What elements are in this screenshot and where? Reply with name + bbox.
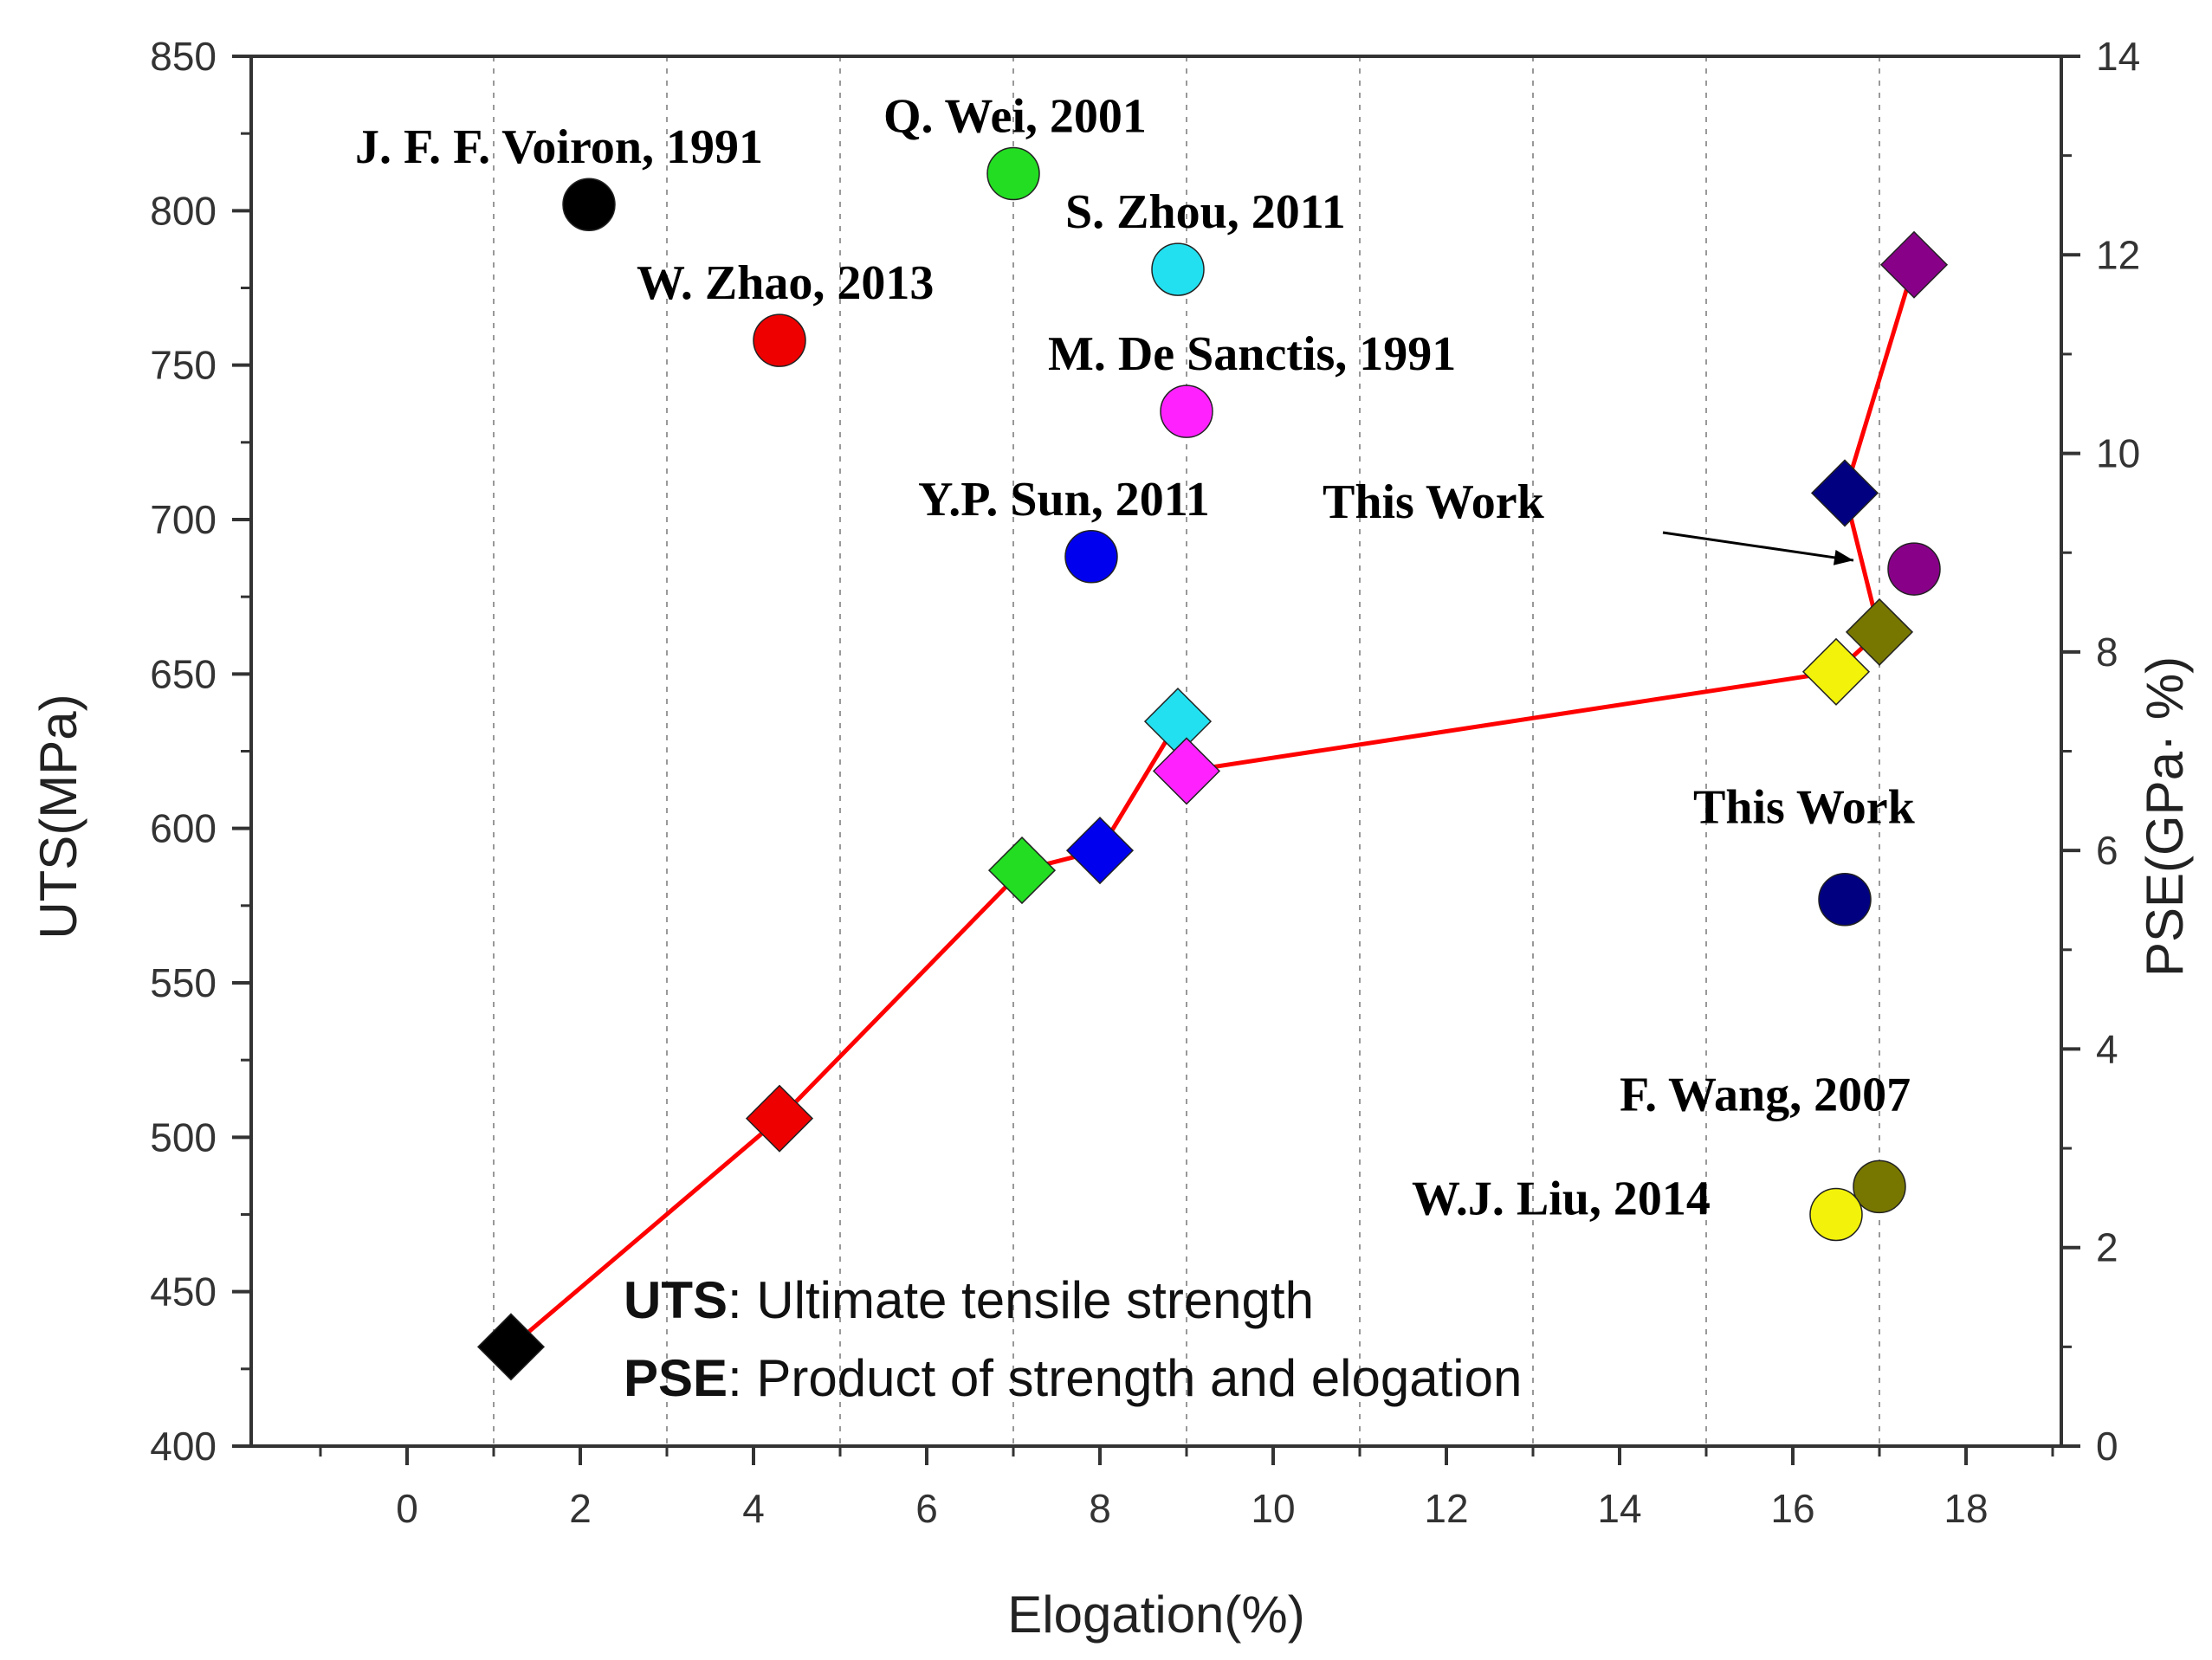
annotation-arrow-line	[1662, 531, 1854, 562]
point-label: F. Wang, 2007	[1620, 1068, 1911, 1121]
y-tick-label: 700	[150, 497, 217, 542]
legend-pse: PSE: Product of strength and elogation	[624, 1349, 1522, 1407]
uts-circle-marker	[1064, 530, 1118, 584]
y2-tick-label: 0	[2096, 1424, 2118, 1469]
pse-diamond-marker	[1801, 637, 1871, 706]
y2-tick-label: 4	[2096, 1026, 2118, 1071]
y-tick-label: 600	[150, 806, 217, 851]
pse-diamond-marker	[987, 836, 1057, 905]
legend-uts-key: UTS	[624, 1271, 728, 1329]
x-tick-label: 2	[569, 1486, 592, 1531]
annotation-layer: This Work	[1323, 475, 1854, 565]
y2-tick-label: 2	[2096, 1225, 2118, 1270]
x-tick-label: 4	[742, 1486, 765, 1531]
y-tick-label: 400	[150, 1424, 217, 1469]
x-tick-label: 16	[1770, 1486, 1814, 1531]
y2-tick-label: 6	[2096, 828, 2118, 873]
pse-diamond-marker	[476, 1313, 546, 1381]
y2-tick-label: 8	[2096, 630, 2118, 675]
x-tick-label: 10	[1251, 1486, 1295, 1531]
y-axis-title: UTS(MPa)	[29, 694, 87, 939]
pse-diamond-marker	[1879, 230, 1949, 299]
x-axis-title: Elogation(%)	[1007, 1586, 1305, 1644]
y-tick-label: 450	[150, 1269, 217, 1314]
point-label: W.J. Liu, 2014	[1412, 1172, 1711, 1226]
pse-diamond-marker	[1152, 737, 1221, 805]
point-label: This Work	[1693, 781, 1916, 835]
pse-diamond-marker	[1143, 688, 1213, 756]
pse-diamond-marker	[1845, 597, 1914, 666]
annotation-label: This Work	[1323, 475, 1545, 529]
point-label: S. Zhou, 2011	[1065, 185, 1346, 239]
y2-tick-label: 12	[2096, 232, 2140, 277]
uts-circle-marker	[1818, 872, 1872, 927]
uts-circle-marker	[1160, 384, 1213, 438]
legend-pse-text: : Product of strength and elogation	[728, 1349, 1522, 1407]
uts-circle-marker	[986, 146, 1040, 201]
x-tick-label: 8	[1089, 1486, 1111, 1531]
y-tick-label: 750	[150, 343, 217, 388]
legend-pse-key: PSE	[624, 1349, 728, 1407]
y2-tick-label: 14	[2096, 34, 2140, 79]
legend-uts-text: : Ultimate tensile strength	[728, 1271, 1314, 1329]
uts-circle-marker	[562, 178, 616, 231]
y-tick-label: 650	[150, 651, 217, 696]
point-label: Q. Wei, 2001	[883, 90, 1147, 144]
uts-circle-marker	[1853, 1159, 1906, 1214]
uts-circle-marker	[1151, 242, 1205, 296]
point-label: W. Zhao, 2013	[637, 256, 934, 310]
pse-diamond-marker	[1810, 459, 1879, 527]
y-tick-label: 800	[150, 188, 217, 233]
pse-diamond-marker	[745, 1084, 814, 1153]
uts-circle-marker	[1887, 542, 1941, 596]
y2-axis-title: PSE(GPa· %)	[2136, 656, 2194, 977]
marker-layer	[476, 146, 1949, 1381]
point-label: Y.P. Sun, 2011	[918, 473, 1210, 526]
annotation-arrow-head	[1833, 549, 1853, 565]
pse-diamond-marker	[1065, 817, 1135, 885]
x-tick-label: 6	[915, 1486, 938, 1531]
axes-layer: 0 2 4 6 8 10 12 14 16 18 400 450 500 550 600 650 700 750 8…	[150, 34, 2140, 1531]
x-tick-label: 0	[396, 1486, 418, 1531]
legend-uts: UTS: Ultimate tensile strength	[624, 1271, 1314, 1329]
point-label: M. De Sanctis, 1991	[1048, 327, 1456, 381]
x-tick-label: 18	[1944, 1486, 1988, 1531]
y2-tick-label: 10	[2096, 431, 2140, 476]
uts-circle-marker	[753, 313, 806, 367]
x-tick-label: 12	[1424, 1486, 1468, 1531]
x-tick-label: 14	[1597, 1486, 1641, 1531]
y-tick-label: 500	[150, 1114, 217, 1159]
y-tick-label: 850	[150, 34, 217, 79]
point-label: J. F. F. Voiron, 1991	[355, 120, 763, 174]
y-tick-label: 550	[150, 960, 217, 1005]
point-label-layer: J. F. F. Voiron, 1991 Q. Wei, 2001 S. Zhou…	[355, 90, 1916, 1226]
uts-circle-marker	[1809, 1187, 1863, 1242]
